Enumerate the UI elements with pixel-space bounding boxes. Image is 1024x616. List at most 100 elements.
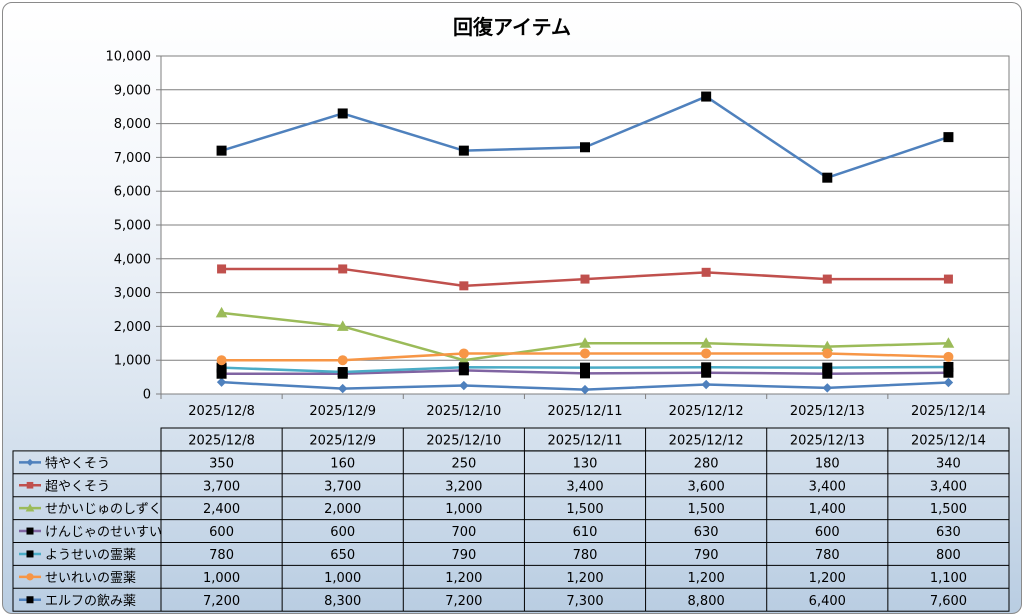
data-point [216, 355, 227, 366]
legend-key [19, 481, 41, 489]
table-cell: 1,000 [445, 502, 482, 517]
table-cell: 3,400 [809, 479, 846, 494]
table-cell: 8,800 [688, 594, 725, 609]
data-point [216, 362, 227, 373]
series-5 [216, 361, 954, 378]
table-cell: 1,400 [809, 502, 846, 517]
data-point [822, 383, 832, 393]
table-header-cell: 2025/12/11 [548, 433, 623, 448]
table-cell: 790 [694, 548, 719, 563]
data-point [701, 348, 712, 359]
table-cell: 7,200 [203, 594, 240, 609]
data-point [822, 274, 832, 284]
legend-marker [26, 458, 34, 466]
table-body-box [12, 450, 1010, 612]
table-header-cell: 2025/12/14 [911, 433, 986, 448]
data-point [580, 274, 590, 284]
legend-marker [26, 550, 34, 558]
data-point [217, 264, 227, 274]
data-point [216, 145, 227, 156]
table-cell: 790 [451, 548, 476, 563]
y-tick-label: 0 [143, 388, 151, 403]
table-cell: 1,200 [688, 571, 725, 586]
data-point [216, 377, 227, 387]
table-cell: 6,400 [809, 594, 846, 609]
table-cell: 1,500 [566, 502, 603, 517]
table-cell: 780 [573, 548, 598, 563]
data-point [580, 368, 590, 379]
table-cell: 1,200 [566, 571, 603, 586]
data-point [580, 348, 590, 359]
legend-key [19, 550, 41, 558]
table-cell: 1,200 [809, 571, 846, 586]
legend-key [19, 596, 41, 604]
y-tick-label: 9,000 [114, 83, 151, 98]
data-point [943, 377, 954, 388]
data-point [580, 142, 590, 153]
data-point [459, 281, 469, 291]
data-point [216, 368, 227, 379]
table-cell: 7,200 [445, 594, 482, 609]
table-cell: 180 [815, 456, 840, 471]
data-point [458, 362, 469, 373]
series-6 [216, 348, 954, 366]
x-tick-label: 2025/12/13 [790, 404, 865, 419]
data-point [700, 337, 712, 348]
legend-key [19, 503, 41, 512]
table-cell: 700 [451, 525, 476, 540]
legend-key [19, 458, 41, 466]
y-tick-label: 1,000 [114, 354, 151, 369]
data-point [337, 367, 348, 378]
series-1 [216, 377, 954, 395]
legend-key [19, 573, 41, 581]
x-tick-label: 2025/12/10 [426, 404, 501, 419]
table-cell: 1,200 [445, 571, 482, 586]
table-cell: 1,000 [203, 571, 240, 586]
data-point [215, 306, 228, 318]
table-cell: 7,600 [930, 594, 967, 609]
table-cell: 350 [209, 456, 234, 471]
table-cell: 780 [815, 548, 840, 563]
legend-marker [26, 481, 34, 489]
table-series-name: ようせいの霊薬 [45, 548, 136, 563]
data-point [942, 337, 955, 348]
table-cell: 340 [936, 456, 961, 471]
y-tick-label: 5,000 [114, 219, 151, 234]
data-point [338, 264, 348, 274]
table-cell: 600 [209, 525, 234, 540]
table-cell: 630 [694, 525, 719, 540]
table-cell: 130 [573, 456, 598, 471]
data-point [943, 274, 953, 284]
table-series-name: けんじゃのせいすい [45, 525, 162, 540]
data-point [701, 379, 711, 390]
x-tick-label: 2025/12/11 [548, 404, 623, 419]
data-point [943, 367, 954, 378]
table-cell: 610 [573, 525, 598, 540]
y-tick-label: 2,000 [114, 320, 151, 335]
table-cell: 1,500 [688, 502, 725, 517]
table-cell: 7,300 [566, 594, 603, 609]
table-cell: 2,400 [203, 502, 240, 517]
table-cell: 3,400 [930, 479, 967, 494]
data-point [943, 132, 954, 143]
table-header-cell: 2025/12/8 [188, 433, 255, 448]
data-point [822, 348, 833, 359]
legend-key [19, 527, 41, 535]
y-tick-label: 4,000 [114, 252, 151, 267]
data-point [701, 267, 711, 277]
y-tick-label: 10,000 [106, 50, 152, 65]
x-tick-label: 2025/12/8 [188, 404, 255, 419]
data-point [459, 380, 469, 391]
data-point [701, 362, 712, 373]
x-tick-label: 2025/12/14 [911, 404, 986, 419]
data-point [579, 337, 591, 348]
table-cell: 8,300 [324, 594, 361, 609]
y-tick-label: 7,000 [114, 151, 151, 166]
table-cell: 280 [694, 456, 719, 471]
series-7 [216, 91, 954, 183]
legend-marker [26, 596, 34, 604]
chart-title: 回復アイテム [453, 15, 571, 39]
series-3 [215, 306, 955, 365]
legend-marker [26, 573, 34, 581]
